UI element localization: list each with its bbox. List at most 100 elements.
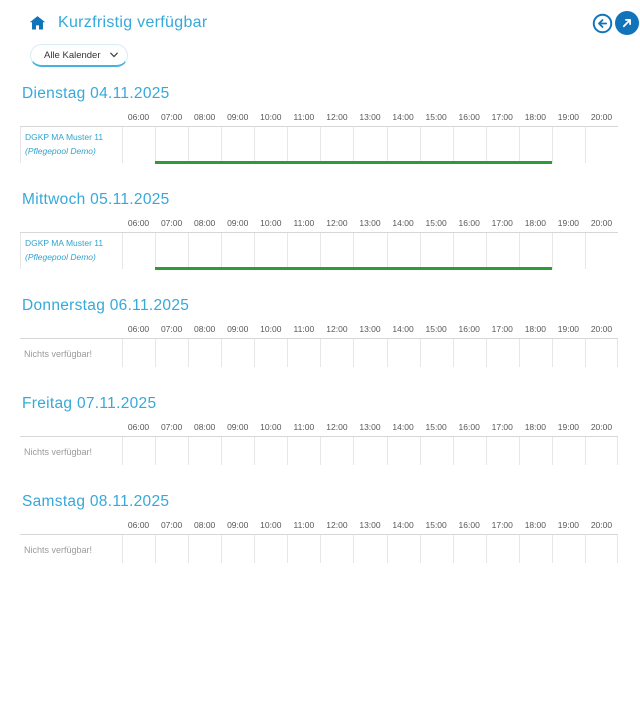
day-heading: Mittwoch 05.11.2025 (22, 191, 170, 208)
time-label: 08:00 (194, 324, 216, 334)
time-label: 17:00 (491, 218, 513, 228)
time-label: 16:00 (458, 112, 480, 122)
hour-cell (452, 127, 486, 163)
day-section: Freitag 07.11.2025 06:00 07:00 08:00 09:00 10… (20, 395, 618, 465)
hour-cell (386, 437, 420, 465)
time-label: 19:00 (557, 422, 580, 432)
hour-cell (419, 535, 453, 563)
hour-cell (485, 535, 519, 563)
schedule-grid: 06:00 07:00 08:00 09:00 10:00 11:00 12:00 13:00… (20, 422, 618, 465)
availability-row: DGKP MA Muster 11 (Pflegepool Demo) (20, 232, 618, 270)
time-label: 15:00 (425, 324, 447, 334)
schedule-grid: 06:00 07:00 08:00 09:00 10:00 11:00 12:00 13:00… (20, 112, 618, 164)
hour-cell (551, 437, 585, 465)
time-label: 20:00 (590, 422, 613, 432)
hour-cell (551, 233, 585, 269)
time-label: 18:00 (524, 520, 546, 530)
time-label: 17:00 (491, 422, 513, 432)
time-label: 08:00 (194, 112, 216, 122)
time-label: 16:00 (458, 520, 480, 530)
availability-row: Nichts verfügbar! (20, 436, 618, 465)
time-label: 16:00 (458, 218, 480, 228)
time-label: 09:00 (227, 218, 249, 228)
no-availability-label: Nichts verfügbar! (20, 535, 122, 563)
time-axis: 06:00 07:00 08:00 09:00 10:00 11:00 12:00 13:00… (20, 324, 618, 338)
hour-cell (287, 127, 320, 163)
hour-cell (518, 233, 552, 269)
row-label-text: Nichts verfügbar! (24, 349, 93, 359)
hour-cell (584, 127, 618, 163)
hour-cell (485, 233, 519, 269)
time-label: 12:00 (326, 520, 348, 530)
hour-cell (122, 127, 155, 163)
time-axis-spacer (20, 324, 122, 338)
calendar-filter-value: Alle Kalender (44, 49, 101, 61)
time-label: 18:00 (524, 422, 546, 432)
time-label: 20:00 (590, 520, 613, 530)
hour-cell (122, 233, 155, 269)
time-label: 13:00 (359, 422, 381, 432)
hour-cell (254, 535, 287, 563)
diagonal-arrow-circle-icon (615, 11, 639, 35)
hour-cell (386, 339, 420, 367)
hour-cell (287, 339, 320, 367)
hour-cell (188, 339, 221, 367)
time-label: 17:00 (491, 112, 513, 122)
hour-cell (188, 233, 221, 269)
time-label: 19:00 (557, 324, 580, 334)
hour-cell (353, 535, 386, 563)
day-heading: Dienstag 04.11.2025 (22, 85, 170, 102)
hour-cell (518, 535, 552, 563)
schedule-grid: 06:00 07:00 08:00 09:00 10:00 11:00 12:00 13:00… (20, 218, 618, 270)
time-label: 17:00 (491, 324, 513, 334)
hour-cell (419, 339, 453, 367)
time-label: 07:00 (160, 218, 183, 228)
time-label: 18:00 (524, 112, 546, 122)
hour-cell (122, 339, 155, 367)
row-label-text: DGKP MA Muster 11 (25, 238, 104, 248)
availability-row: Nichts verfügbar! (20, 338, 618, 367)
availability-overlay (122, 233, 618, 270)
share-button[interactable] (615, 11, 639, 35)
time-label: 09:00 (227, 422, 249, 432)
hour-cell (452, 233, 486, 269)
time-label: 19:00 (557, 112, 580, 122)
time-label: 11:00 (293, 422, 315, 432)
time-label: 19:00 (557, 520, 580, 530)
time-label: 15:00 (425, 422, 447, 432)
availability-row: Nichts verfügbar! (20, 534, 618, 563)
hour-cell (155, 535, 188, 563)
hour-cell (419, 127, 453, 163)
staff-name-label[interactable]: DGKP MA Muster 11 (Pflegepool Demo) (20, 127, 122, 163)
day-section: Dienstag 04.11.2025 06:00 07:00 08:00 09:00 1… (20, 85, 618, 164)
time-axis: 06:00 07:00 08:00 09:00 10:00 11:00 12:00 13:00… (20, 218, 618, 232)
home-button[interactable] (28, 14, 47, 32)
time-label: 15:00 (425, 520, 447, 530)
hour-cell (584, 339, 618, 367)
time-label: 20:00 (590, 112, 613, 122)
time-label: 12:00 (326, 112, 348, 122)
back-button[interactable] (592, 13, 613, 34)
time-label: 18:00 (524, 218, 546, 228)
availability-bar[interactable] (155, 161, 552, 164)
time-label: 10:00 (260, 218, 282, 228)
hour-cell (254, 339, 287, 367)
availability-bar[interactable] (155, 267, 552, 270)
calendar-filter-select[interactable]: Alle Kalender (30, 44, 128, 67)
time-label: 06:00 (127, 324, 150, 334)
day-section: Donnerstag 06.11.2025 06:00 07:00 08:00 09:0… (20, 297, 618, 367)
arrow-left-circle-icon (592, 13, 613, 34)
time-label: 11:00 (293, 112, 315, 122)
time-label: 09:00 (227, 112, 249, 122)
time-label: 07:00 (160, 422, 183, 432)
time-label: 13:00 (359, 324, 381, 334)
staff-name-label[interactable]: DGKP MA Muster 11 (Pflegepool Demo) (20, 233, 122, 269)
hour-cell (287, 535, 320, 563)
row-label-text: Nichts verfügbar! (24, 545, 93, 555)
hour-cell (287, 233, 320, 269)
time-label: 13:00 (359, 112, 381, 122)
hour-cell (386, 127, 420, 163)
time-label: 09:00 (227, 324, 249, 334)
time-label: 12:00 (326, 324, 348, 334)
schedule-grid: 06:00 07:00 08:00 09:00 10:00 11:00 12:00 13:00… (20, 520, 618, 563)
